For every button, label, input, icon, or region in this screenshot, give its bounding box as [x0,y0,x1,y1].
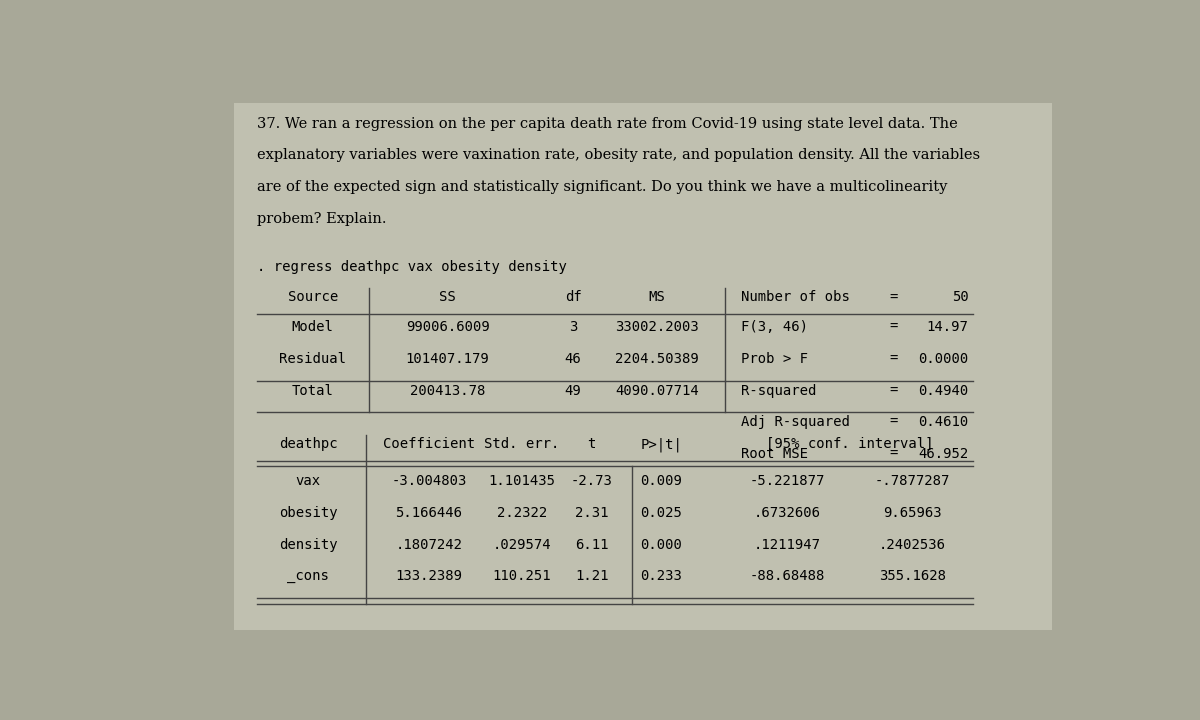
Text: 0.4610: 0.4610 [918,415,968,429]
Text: 37. We ran a regression on the per capita death rate from Covid-19 using state l: 37. We ran a regression on the per capit… [257,117,958,131]
Text: Total: Total [292,384,334,397]
Text: 0.4940: 0.4940 [918,384,968,397]
Text: t: t [588,437,596,451]
Text: 99006.6009: 99006.6009 [406,320,490,334]
Text: 4090.07714: 4090.07714 [614,384,698,397]
Text: 0.0000: 0.0000 [918,352,968,366]
Text: Std. err.: Std. err. [485,437,559,451]
Text: 5.166446: 5.166446 [396,506,462,520]
Text: explanatory variables were vaxination rate, obesity rate, and population density: explanatory variables were vaxination ra… [257,148,980,163]
Text: 0.009: 0.009 [641,474,683,488]
Text: [95% conf. interval]: [95% conf. interval] [766,437,934,451]
Text: are of the expected sign and statistically significant. Do you think we have a m: are of the expected sign and statistical… [257,180,947,194]
Text: probem? Explain.: probem? Explain. [257,212,386,225]
Text: deathpc: deathpc [278,437,337,451]
Text: Residual: Residual [280,352,347,366]
Text: Source: Source [288,290,338,305]
Text: =: = [890,446,898,461]
Text: F(3, 46): F(3, 46) [740,320,808,334]
Text: 1.21: 1.21 [575,570,608,583]
Text: 2204.50389: 2204.50389 [614,352,698,366]
Text: _cons: _cons [287,570,329,583]
Text: =: = [890,384,898,397]
Text: Adj R-squared: Adj R-squared [740,415,850,429]
Text: MS: MS [648,290,665,305]
Text: 3: 3 [569,320,577,334]
Text: =: = [890,352,898,366]
Text: 50: 50 [952,290,968,305]
Text: R-squared: R-squared [740,384,816,397]
Text: SS: SS [439,290,456,305]
Text: df: df [565,290,582,305]
Text: 0.000: 0.000 [641,538,683,552]
Text: 1.101435: 1.101435 [488,474,556,488]
Text: 49: 49 [565,384,582,397]
Text: .1807242: .1807242 [396,538,462,552]
Text: Prob > F: Prob > F [740,352,808,366]
Text: 2.31: 2.31 [575,506,608,520]
Text: 110.251: 110.251 [493,570,551,583]
Text: -88.68488: -88.68488 [749,570,824,583]
Text: 355.1628: 355.1628 [880,570,946,583]
Text: .1211947: .1211947 [754,538,821,552]
Text: =: = [890,290,898,305]
Text: 46.952: 46.952 [918,446,968,461]
Text: -2.73: -2.73 [571,474,613,488]
Text: 133.2389: 133.2389 [396,570,462,583]
Text: 200413.78: 200413.78 [410,384,485,397]
Text: -.7877287: -.7877287 [875,474,950,488]
Text: 101407.179: 101407.179 [406,352,490,366]
Text: 46: 46 [565,352,582,366]
Text: -5.221877: -5.221877 [749,474,824,488]
Text: 0.025: 0.025 [641,506,683,520]
Text: Coefficient: Coefficient [383,437,475,451]
Text: 6.11: 6.11 [575,538,608,552]
Text: =: = [890,320,898,334]
Text: 9.65963: 9.65963 [883,506,942,520]
Text: =: = [890,415,898,429]
Text: .6732606: .6732606 [754,506,821,520]
FancyBboxPatch shape [234,103,1052,630]
Text: 2.2322: 2.2322 [497,506,547,520]
Text: . regress deathpc vax obesity density: . regress deathpc vax obesity density [257,260,566,274]
Text: .2402536: .2402536 [880,538,946,552]
Text: Model: Model [292,320,334,334]
Text: -3.004803: -3.004803 [391,474,467,488]
Text: 14.97: 14.97 [926,320,968,334]
Text: .029574: .029574 [493,538,551,552]
Text: 0.233: 0.233 [641,570,683,583]
Text: obesity: obesity [278,506,337,520]
Text: P>|t|: P>|t| [641,437,683,452]
Text: 33002.2003: 33002.2003 [614,320,698,334]
Text: Number of obs: Number of obs [740,290,850,305]
Text: Root MSE: Root MSE [740,446,808,461]
Text: density: density [278,538,337,552]
Text: vax: vax [295,474,320,488]
